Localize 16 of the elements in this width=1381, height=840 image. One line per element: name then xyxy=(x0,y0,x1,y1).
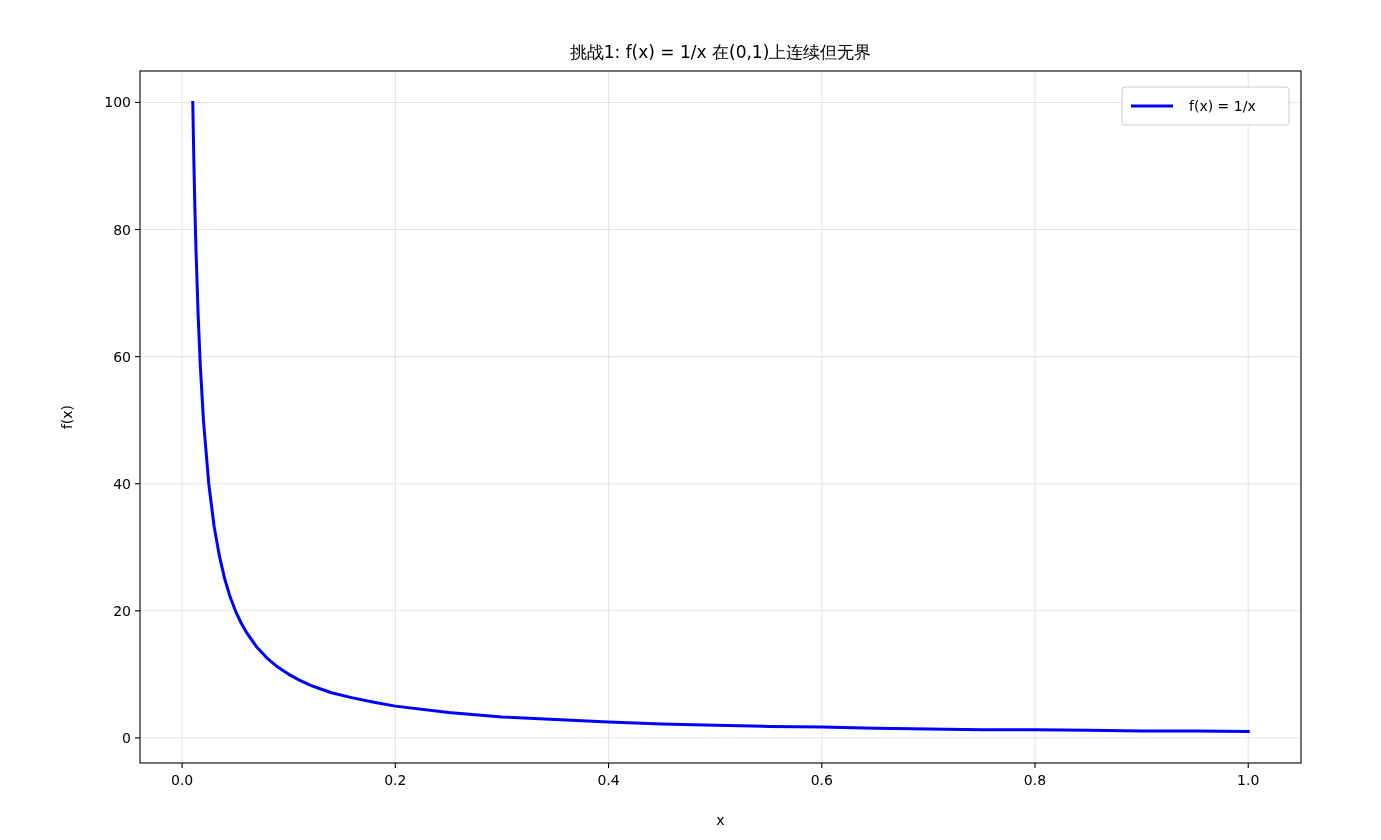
ytick: 80 xyxy=(113,221,131,238)
xtick: 0.2 xyxy=(384,772,407,788)
title: 挑战1: f(x) = 1/x 在(0,1)上连续但无界 xyxy=(569,42,872,62)
xlabel: x xyxy=(716,812,725,828)
ytick: 60 xyxy=(113,348,131,365)
xtick: 0.0 xyxy=(171,772,194,788)
ytick: 100 xyxy=(104,94,131,111)
ytick: 0 xyxy=(122,729,131,746)
legend-label: f(x) = 1/x xyxy=(1189,98,1256,114)
ytick: 40 xyxy=(113,475,131,492)
xtick: 0.8 xyxy=(1023,772,1047,788)
ytick: 20 xyxy=(113,602,131,619)
xtick: 0.4 xyxy=(597,772,620,788)
xtick: 1.0 xyxy=(1237,772,1260,788)
ylabel: f(x) xyxy=(59,404,75,430)
xtick: 0.6 xyxy=(810,772,833,788)
